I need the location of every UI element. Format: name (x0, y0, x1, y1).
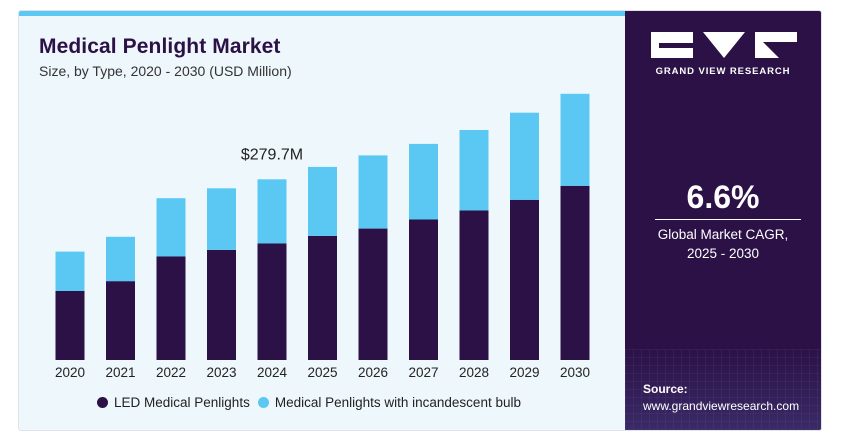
infographic-card: Medical Penlight Market Size, by Type, 2… (18, 10, 822, 431)
top-accent-bar (19, 11, 625, 16)
bar-led-2026 (358, 228, 388, 360)
bar-incandescent-2029 (510, 112, 539, 200)
bar-incandescent-2030 (560, 93, 590, 186)
bar-led-2020 (55, 291, 85, 360)
bar-incandescent-2022 (156, 198, 186, 257)
source-grid-background (625, 349, 821, 430)
bar-led-2029 (510, 199, 539, 360)
bar-incandescent-2028 (459, 130, 489, 211)
legend-label-incandescent: Medical Penlights with incandescent bulb (274, 395, 521, 410)
x-tick-label-2030: 2030 (560, 365, 590, 380)
bar-incandescent-2020 (55, 251, 85, 291)
source-url[interactable]: www.grandviewresearch.com (643, 399, 800, 413)
x-tick-label-2029: 2029 (509, 365, 539, 380)
x-tick-label-2024: 2024 (257, 365, 288, 380)
x-tick-label-2021: 2021 (105, 365, 135, 380)
bar-led-2022 (156, 256, 186, 360)
x-tick-label-2027: 2027 (408, 365, 438, 380)
x-tick-label-2026: 2026 (358, 365, 388, 380)
bar-incandescent-2026 (358, 155, 388, 229)
bar-led-2027 (409, 219, 438, 360)
bar-led-2030 (560, 185, 590, 360)
summary-panel: GRAND VIEW RESEARCH 6.6% Global Market C… (625, 11, 821, 430)
bar-incandescent-2025 (308, 166, 337, 236)
chart-title: Medical Penlight Market (39, 35, 281, 58)
cagr-label-line1: Global Market CAGR, (657, 227, 789, 242)
cagr-divider (655, 219, 801, 220)
x-tick-label-2022: 2022 (156, 365, 186, 380)
cagr-value: 6.6% (686, 179, 760, 215)
bar-incandescent-2021 (106, 236, 135, 282)
bar-led-2028 (459, 210, 489, 360)
bar-incandescent-2023 (207, 188, 236, 250)
chart-subtitle: Size, by Type, 2020 - 2030 (USD Million) (39, 63, 292, 79)
cagr-label-line2: 2025 - 2030 (686, 246, 760, 261)
x-tick-label-2023: 2023 (206, 365, 236, 380)
x-tick-label-2028: 2028 (459, 365, 489, 380)
legend-swatch-incandescent (257, 397, 269, 408)
legend-item-incandescent: Medical Penlights with incandescent bulb (257, 395, 521, 410)
bar-incandescent-2027 (409, 143, 438, 220)
stacked-bar-chart: 2020 2021 2022 2023 2024 2025 2026 2027 2028 2029… (55, 93, 590, 380)
source-label: Source: (643, 382, 688, 396)
cagr-label: Global Market CAGR, 2025 - 2030 (625, 225, 821, 263)
chart-legend: LED Medical Penlights Medical Penlights … (97, 395, 529, 410)
bar-led-2023 (207, 249, 236, 360)
grand-view-research-logo-icon (651, 32, 797, 58)
bar-led-2024 (257, 243, 287, 360)
bar-led-2021 (106, 281, 135, 360)
x-tick-label-2025: 2025 (307, 365, 337, 380)
brand-name: GRAND VIEW RESEARCH (655, 66, 791, 77)
bar-led-2025 (308, 235, 337, 360)
legend-label-led: LED Medical Penlights (114, 395, 250, 410)
annotation-2024: $279.7M (241, 146, 303, 163)
bar-incandescent-2024 (257, 179, 287, 244)
legend-swatch-led (97, 397, 108, 408)
legend-item-led: LED Medical Penlights (97, 395, 250, 410)
x-tick-label-2020: 2020 (55, 365, 85, 380)
